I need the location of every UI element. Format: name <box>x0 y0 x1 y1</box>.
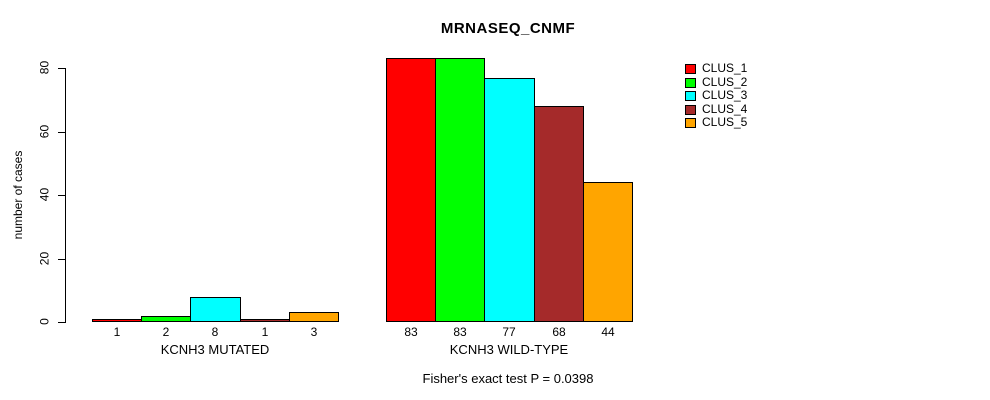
bar-clus_3 <box>484 78 535 322</box>
legend-swatch-clus_4 <box>685 105 696 115</box>
bar-value-label: 68 <box>552 325 566 339</box>
y-tick-label: 40 <box>37 187 52 202</box>
group-label: KCNH3 WILD-TYPE <box>449 342 569 357</box>
y-tick-mark <box>58 322 65 323</box>
y-axis-line <box>65 68 66 323</box>
bar-value-label: 77 <box>502 325 516 339</box>
legend-swatch-clus_3 <box>685 91 696 101</box>
legend-swatch-clus_2 <box>685 78 696 88</box>
chart-title: MRNASEQ_CNMF <box>440 20 576 37</box>
bar-clus_5 <box>289 312 339 322</box>
bar-clus_4 <box>240 319 290 322</box>
bar-clus_5 <box>583 182 633 322</box>
y-tick-label: 60 <box>37 124 52 139</box>
y-tick-label: 20 <box>37 251 52 266</box>
bar-value-label: 2 <box>162 325 170 339</box>
y-tick-label: 80 <box>37 60 52 75</box>
legend-swatch-clus_5 <box>685 118 696 128</box>
bar-value-label: 83 <box>404 325 418 339</box>
bar-value-label: 44 <box>601 325 615 339</box>
y-tick-mark <box>58 132 65 133</box>
legend-label: CLUS_1 <box>702 61 748 75</box>
y-axis-title: number of cases <box>11 150 25 240</box>
legend-label: CLUS_2 <box>702 75 748 89</box>
bar-value-label: 83 <box>453 325 467 339</box>
legend-label: CLUS_4 <box>702 102 748 116</box>
bar-clus_2 <box>435 58 485 322</box>
legend-swatch-clus_1 <box>685 64 696 74</box>
legend-label: CLUS_5 <box>702 115 748 129</box>
bar-clus_1 <box>386 58 436 322</box>
bar-value-label: 8 <box>211 325 219 339</box>
bar-clus_1 <box>92 319 142 322</box>
y-tick-label: 0 <box>37 318 52 325</box>
group-label: KCNH3 MUTATED <box>160 342 270 357</box>
y-tick-mark <box>58 68 65 69</box>
bar-value-label: 1 <box>261 325 269 339</box>
bar-value-label: 3 <box>310 325 318 339</box>
y-tick-mark <box>58 259 65 260</box>
y-tick-mark <box>58 195 65 196</box>
fisher-test-annotation: Fisher's exact test P = 0.0398 <box>422 371 594 386</box>
bar-clus_4 <box>534 106 584 322</box>
bar-clus_3 <box>190 297 241 322</box>
bar-clus_2 <box>141 316 191 322</box>
bar-value-label: 1 <box>113 325 121 339</box>
legend-label: CLUS_3 <box>702 88 748 102</box>
